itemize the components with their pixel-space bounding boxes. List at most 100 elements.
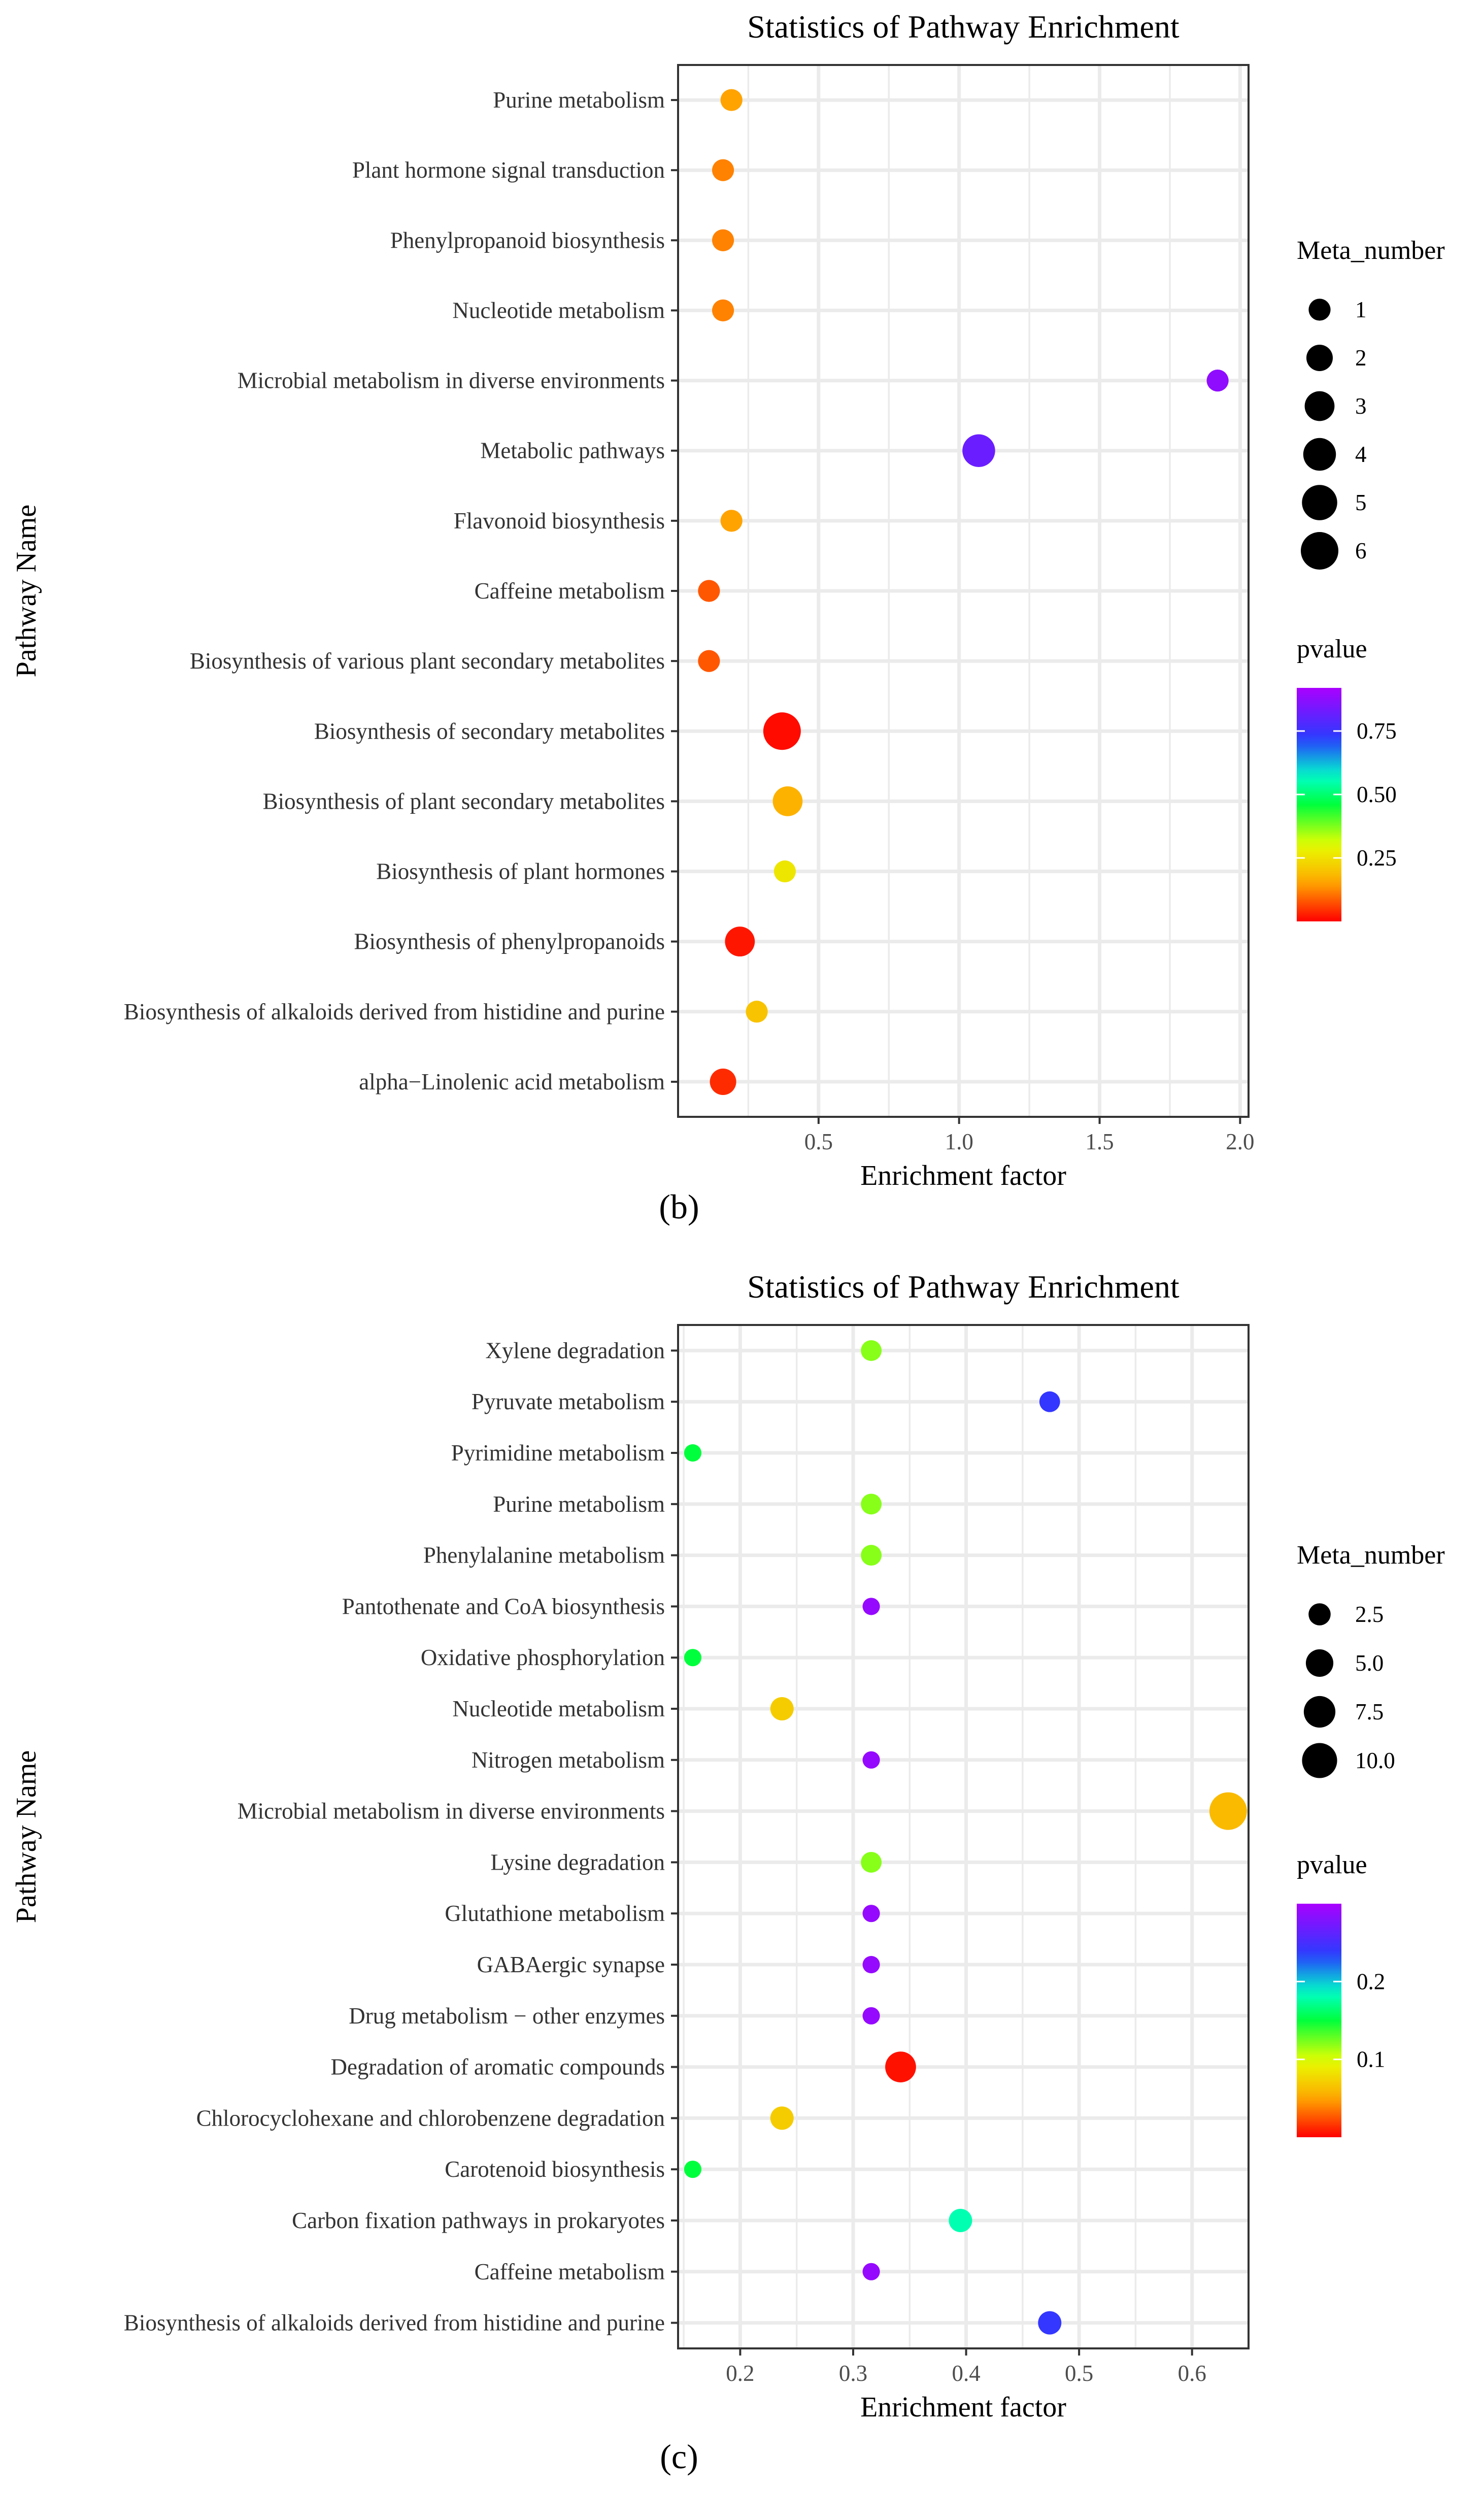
data-point (1038, 2311, 1062, 2335)
data-point (763, 712, 801, 750)
size-legend-label: 5 (1355, 490, 1367, 515)
data-point (712, 299, 734, 322)
chart-panel-c: Statistics of Pathway Enrichment Xylene d… (11, 1269, 1445, 2476)
y-tick-label: Microbial metabolism in diverse environm… (238, 368, 665, 393)
data-point (725, 926, 755, 957)
data-point (770, 2106, 794, 2130)
size-legend-label: 5.0 (1355, 1650, 1384, 1676)
y-tick-label: Caffeine metabolism (475, 578, 665, 604)
color-legend: pvalue 0.2 0.1 (1297, 1850, 1385, 2137)
data-point (1209, 1792, 1247, 1830)
y-tick-label: Purine metabolism (493, 87, 665, 113)
color-legend-label: 0.25 (1357, 845, 1397, 871)
data-point (862, 2007, 880, 2025)
data-point (712, 159, 734, 181)
color-legend-label: 0.75 (1357, 718, 1397, 744)
y-tick-label: Biosynthesis of plant hormones (376, 859, 665, 884)
data-point (770, 1697, 794, 1720)
size-legend-key (1306, 344, 1333, 372)
y-tick-label: Metabolic pathways (480, 438, 665, 463)
y-tick-label: Caffeine metabolism (475, 2259, 665, 2284)
y-tick-label: Biosynthesis of secondary metabolites (314, 718, 665, 744)
color-legend-label: 0.2 (1357, 1969, 1385, 1994)
data-point (862, 2263, 880, 2280)
data-point (698, 580, 720, 602)
size-legend-title: Meta_number (1297, 236, 1445, 265)
data-point (1206, 369, 1229, 392)
color-bar (1297, 688, 1341, 921)
data-point (684, 1649, 702, 1667)
size-legend-label: 2 (1355, 345, 1367, 371)
y-axis-title: Pathway Name (11, 505, 42, 678)
data-point (862, 1905, 880, 1922)
x-tick-label: 0.2 (726, 2361, 754, 2386)
size-legend-key (1301, 532, 1338, 570)
y-tick-label: Biosynthesis of alkaloids derived from h… (124, 2310, 665, 2336)
y-tick-label: Biosynthesis of plant secondary metaboli… (263, 788, 665, 814)
color-legend: pvalue 0.75 0.50 0.25 (1297, 635, 1397, 921)
color-bar (1297, 1904, 1341, 2137)
y-tick-label: Carbon fixation pathways in prokaryotes (292, 2208, 665, 2233)
y-tick-label: Pyruvate metabolism (471, 1389, 665, 1414)
x-tick-label: 0.5 (804, 1129, 833, 1154)
data-point (861, 1851, 882, 1873)
data-point (684, 1444, 702, 1462)
panel-border (677, 1324, 1250, 2349)
panel-label: (b) (659, 1187, 699, 1226)
y-tick-label: Plant hormone signal transduction (352, 157, 665, 183)
size-legend-label: 6 (1355, 538, 1367, 563)
data-point (1039, 1391, 1060, 1412)
y-tick-label: Purine metabolism (493, 1491, 665, 1517)
x-tick-label: 0.3 (839, 2361, 867, 2386)
color-legend-title: pvalue (1297, 635, 1367, 664)
size-legend-label: 7.5 (1355, 1699, 1384, 1725)
size-legend-title: Meta_number (1297, 1541, 1445, 1570)
x-tick-label: 2.0 (1226, 1129, 1254, 1154)
data-point (862, 1751, 880, 1769)
chart-panel-b: Statistics of Pathway Enrichment Purine m… (11, 9, 1445, 1226)
data-point (861, 1494, 882, 1515)
data-point (862, 1955, 880, 1974)
y-tick-label: Flavonoid biosynthesis (454, 508, 665, 534)
data-point (720, 510, 743, 532)
y-tick-label: Drug metabolism − other enzymes (349, 2003, 665, 2029)
x-tick-label: 0.6 (1178, 2361, 1206, 2386)
y-tick-label: Carotenoid biosynthesis (445, 2157, 665, 2182)
y-tick-label: Glutathione metabolism (445, 1901, 665, 1926)
data-point (773, 860, 796, 883)
data-point (684, 2161, 702, 2178)
grid (678, 65, 1249, 1117)
data-point (962, 434, 995, 467)
y-tick-label: Xylene degradation (485, 1338, 665, 1363)
x-axis-title: Enrichment factor (860, 1160, 1066, 1191)
data-point (885, 2051, 916, 2082)
color-legend-title: pvalue (1297, 1850, 1367, 1879)
y-tick-label: Microbial metabolism in diverse environm… (238, 1799, 665, 1824)
size-legend-label: 10.0 (1355, 1748, 1395, 1773)
data-point (710, 1068, 736, 1095)
size-legend-key (1308, 1603, 1331, 1626)
y-tick-label: GABAergic synapse (477, 1952, 665, 1977)
y-tick-label: Lysine degradation (490, 1849, 665, 1875)
data-point (861, 1545, 882, 1566)
y-tick-label: Phenylpropanoid biosynthesis (390, 227, 665, 253)
size-legend-key (1308, 299, 1331, 321)
y-tick-label: Pantothenate and CoA biosynthesis (342, 1594, 665, 1619)
data-point (949, 2209, 972, 2232)
chart-title: Statistics of Pathway Enrichment (747, 1269, 1180, 1305)
x-tick-label: 0.5 (1065, 2361, 1093, 2386)
data-point (861, 1340, 882, 1361)
y-axis-title: Pathway Name (11, 1750, 42, 1924)
color-legend-label: 0.1 (1357, 2047, 1385, 2072)
data-points (684, 1340, 1247, 2335)
size-legend-key (1302, 485, 1337, 520)
data-point (712, 229, 734, 251)
data-point (772, 786, 803, 816)
size-legend-key (1302, 1743, 1337, 1778)
size-legend: Meta_number 1 2 3 4 5 6 (1297, 236, 1445, 570)
color-legend-label: 0.50 (1357, 782, 1397, 807)
size-legend: Meta_number 2.5 5.0 7.5 10.0 (1297, 1541, 1445, 1778)
y-tick-label: Nitrogen metabolism (471, 1747, 665, 1773)
x-tick-label: 1.0 (945, 1129, 973, 1154)
